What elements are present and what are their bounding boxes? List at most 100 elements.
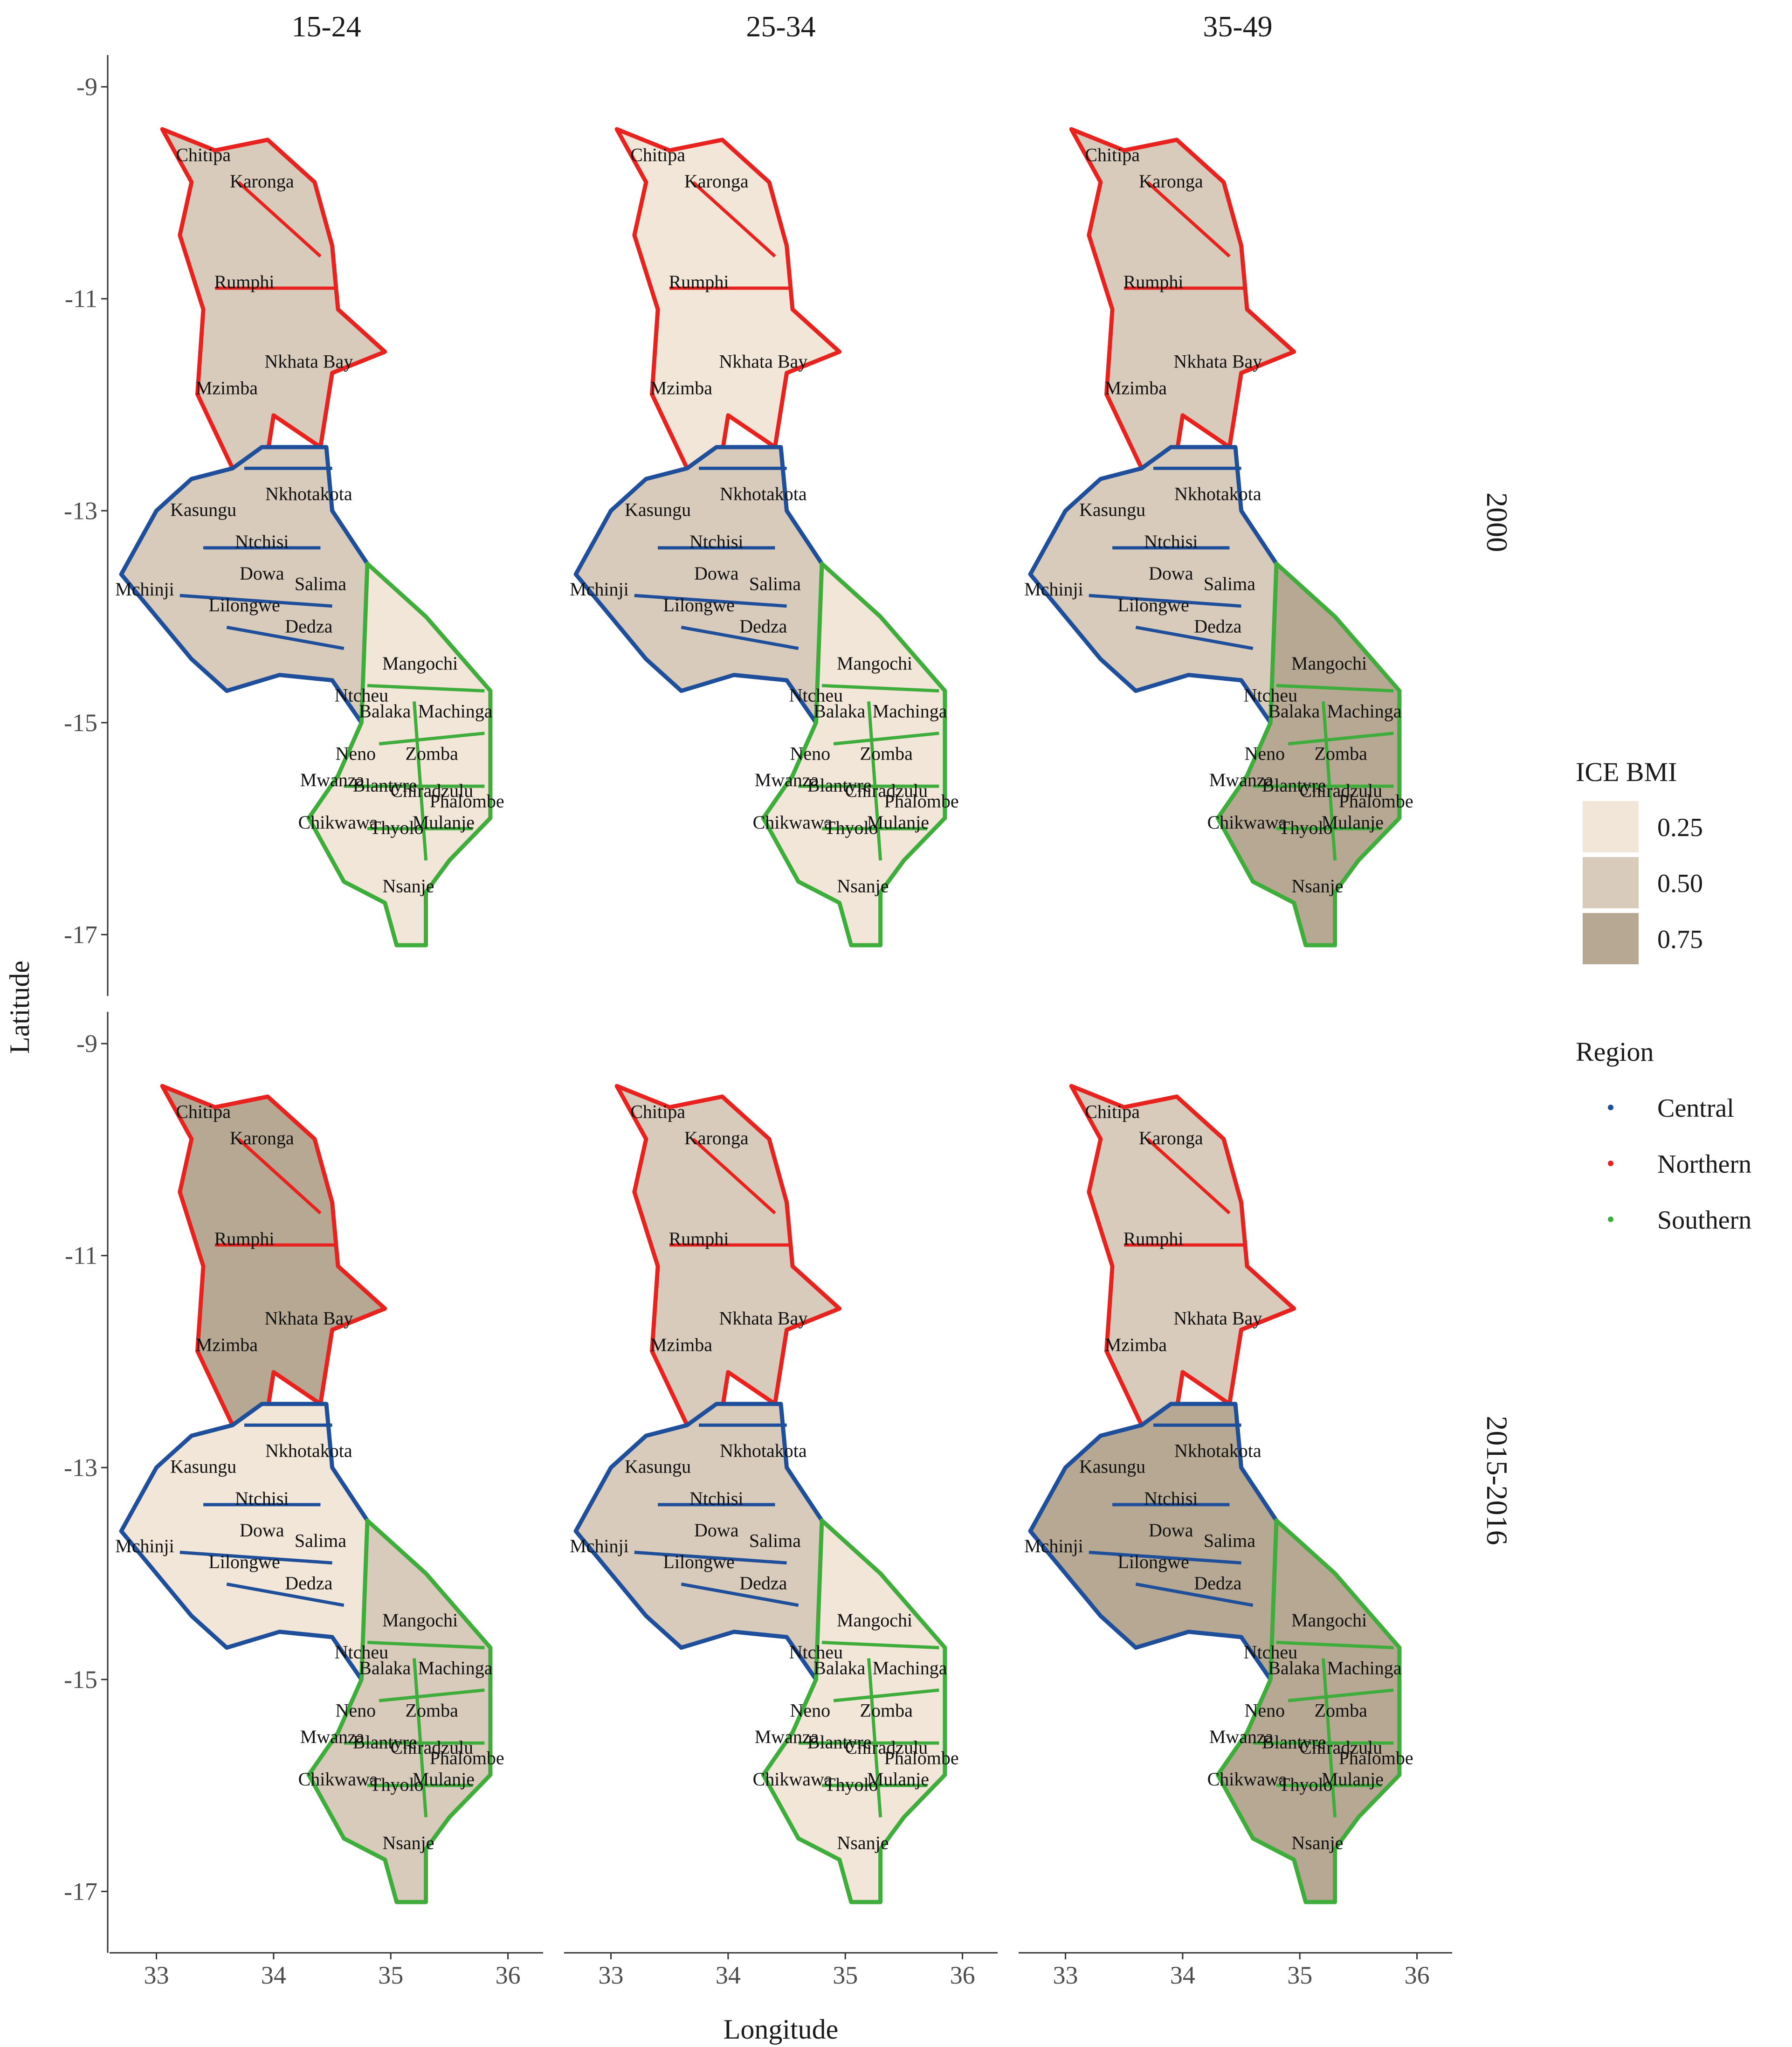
district-border [379, 1688, 485, 1702]
district-label-mwanza: Mwanza [755, 769, 819, 790]
ice-bmi-label-075: 0.75 [1657, 925, 1703, 954]
region-label-central: Central [1657, 1094, 1734, 1123]
y-tick-label: -15 [64, 709, 97, 737]
region-southern-polygon [761, 561, 947, 947]
district-border [833, 1688, 939, 1702]
y-tick-label: -9 [76, 73, 97, 101]
district-label-dowa: Dowa [240, 1520, 284, 1541]
district-label-rumphi: Rumphi [669, 1228, 729, 1249]
district-border [681, 625, 799, 650]
district-label-balaka: Balaka [359, 700, 411, 721]
district-label-chikwawa: Chikwawa [753, 1769, 833, 1790]
district-label-mwanza: Mwanza [755, 1726, 819, 1747]
district-border [1089, 1550, 1241, 1565]
region-central-polygon [119, 1402, 370, 1682]
region-key-northern [1608, 1161, 1613, 1166]
district-label-dedza: Dedza [739, 616, 787, 637]
x-tick-label: 34 [1170, 1961, 1195, 1989]
district-label-rumphi: Rumphi [214, 1228, 275, 1249]
district-label-phalombe: Phalombe [430, 1748, 504, 1769]
district-label-zomba: Zomba [406, 743, 459, 764]
district-label-ntcheu: Ntcheu [335, 685, 389, 705]
district-label-zomba: Zomba [406, 1700, 459, 1721]
district-label-ntcheu: Ntcheu [1244, 1641, 1298, 1662]
district-label-machinga: Machinga [1327, 700, 1402, 721]
district-label-kasungu: Kasungu [625, 499, 691, 520]
region-southern-polygon [1215, 561, 1402, 947]
district-label-ntchisi: Ntchisi [1144, 1488, 1198, 1509]
district-border [821, 1640, 939, 1650]
ice-bmi-label-050: 0.50 [1657, 869, 1703, 898]
district-label-dedza: Dedza [285, 616, 332, 637]
district-label-mwanza: Mwanza [1209, 1726, 1274, 1747]
district-label-dedza: Dedza [739, 1573, 787, 1594]
district-label-nkhotakota: Nkhotakota [1174, 484, 1261, 505]
district-label-dowa: Dowa [240, 563, 284, 584]
district-border [867, 1658, 882, 1818]
district-label-balaka: Balaka [813, 700, 865, 721]
district-label-nkhata-bay: Nkhata Bay [264, 1307, 353, 1328]
district-label-dedza: Dedza [285, 1573, 332, 1594]
district-border [226, 625, 345, 650]
district-label-mulanje: Mulanje [867, 1769, 929, 1790]
district-label-nkhotakota: Nkhotakota [720, 484, 807, 505]
district-border [179, 594, 332, 608]
district-label-mulanje: Mulanje [867, 812, 929, 833]
district-label-nkhata-bay: Nkhata Bay [1173, 351, 1262, 372]
district-border [1089, 594, 1241, 608]
region-central-polygon [573, 445, 824, 725]
district-label-kasungu: Kasungu [170, 499, 236, 520]
district-label-rumphi: Rumphi [669, 271, 729, 292]
district-label-zomba: Zomba [860, 743, 913, 764]
district-border [1146, 181, 1231, 258]
district-label-kasungu: Kasungu [170, 1456, 236, 1477]
district-label-salima: Salima [749, 1530, 801, 1551]
district-label-chikwawa: Chikwawa [1207, 812, 1287, 833]
district-label-mchinji: Mchinji [115, 1535, 174, 1556]
district-label-chikwawa: Chikwawa [298, 1769, 378, 1790]
district-label-mulanje: Mulanje [413, 1769, 475, 1790]
ice-bmi-key-050 [1583, 857, 1639, 908]
district-label-phalombe: Phalombe [884, 1748, 959, 1769]
district-label-zomba: Zomba [860, 1700, 913, 1721]
district-label-mzimba: Mzimba [1105, 1334, 1167, 1355]
region-key-central [1608, 1105, 1613, 1110]
x-tick-label: 33 [599, 1961, 624, 1989]
district-label-phalombe: Phalombe [1339, 791, 1413, 812]
district-label-kasungu: Kasungu [1079, 1456, 1145, 1477]
district-label-salima: Salima [295, 574, 346, 595]
district-border [1146, 1138, 1231, 1215]
district-label-chitipa: Chitipa [176, 144, 231, 165]
district-label-nkhata-bay: Nkhata Bay [719, 1307, 807, 1328]
district-label-mzimba: Mzimba [1105, 377, 1167, 398]
district-label-nsanje: Nsanje [1291, 875, 1343, 896]
district-label-nkhata-bay: Nkhata Bay [719, 351, 807, 372]
district-label-mchinji: Mchinji [570, 579, 629, 600]
district-label-karonga: Karonga [1139, 1127, 1203, 1148]
district-label-chiradzulu: Chiradzulu [1299, 780, 1382, 801]
row-strip-2015-2016: 2015-2016 [1481, 1416, 1514, 1545]
district-label-blantyre: Blantyre [807, 1732, 872, 1753]
panel-15-24-2015-2016: Chitipa Karonga Rumphi Nkhata Bay Mzimba Kasu… [64, 1012, 543, 1989]
district-border [867, 701, 882, 861]
district-label-machinga: Machinga [418, 700, 493, 721]
district-label-chiradzulu: Chiradzulu [390, 780, 473, 801]
district-label-neno: Neno [1245, 1700, 1285, 1721]
district-label-mangochi: Mangochi [837, 653, 912, 674]
panel-35-49-2015-2016: Chitipa Karonga Rumphi Nkhata Bay Mzimba Kasu… [1019, 1084, 1452, 1989]
district-label-thyolo: Thyolo [824, 817, 878, 838]
district-label-chiradzulu: Chiradzulu [845, 1737, 928, 1758]
region-central-polygon [1028, 1402, 1279, 1682]
district-label-karonga: Karonga [684, 1127, 749, 1148]
y-tick-label: -15 [64, 1666, 97, 1694]
district-label-rumphi: Rumphi [214, 271, 275, 292]
district-label-mangochi: Mangochi [1291, 653, 1367, 674]
panel-25-34-2000: Chitipa Karonga Rumphi Nkhata Bay Mzimba Kasu… [570, 127, 959, 947]
district-label-salima: Salima [749, 574, 801, 595]
district-border [1288, 1688, 1394, 1702]
district-label-karonga: Karonga [230, 171, 294, 192]
district-border [413, 701, 428, 861]
district-label-mangochi: Mangochi [382, 1610, 458, 1631]
x-tick-label: 36 [496, 1961, 521, 1989]
district-label-ntchisi: Ntchisi [235, 531, 289, 552]
